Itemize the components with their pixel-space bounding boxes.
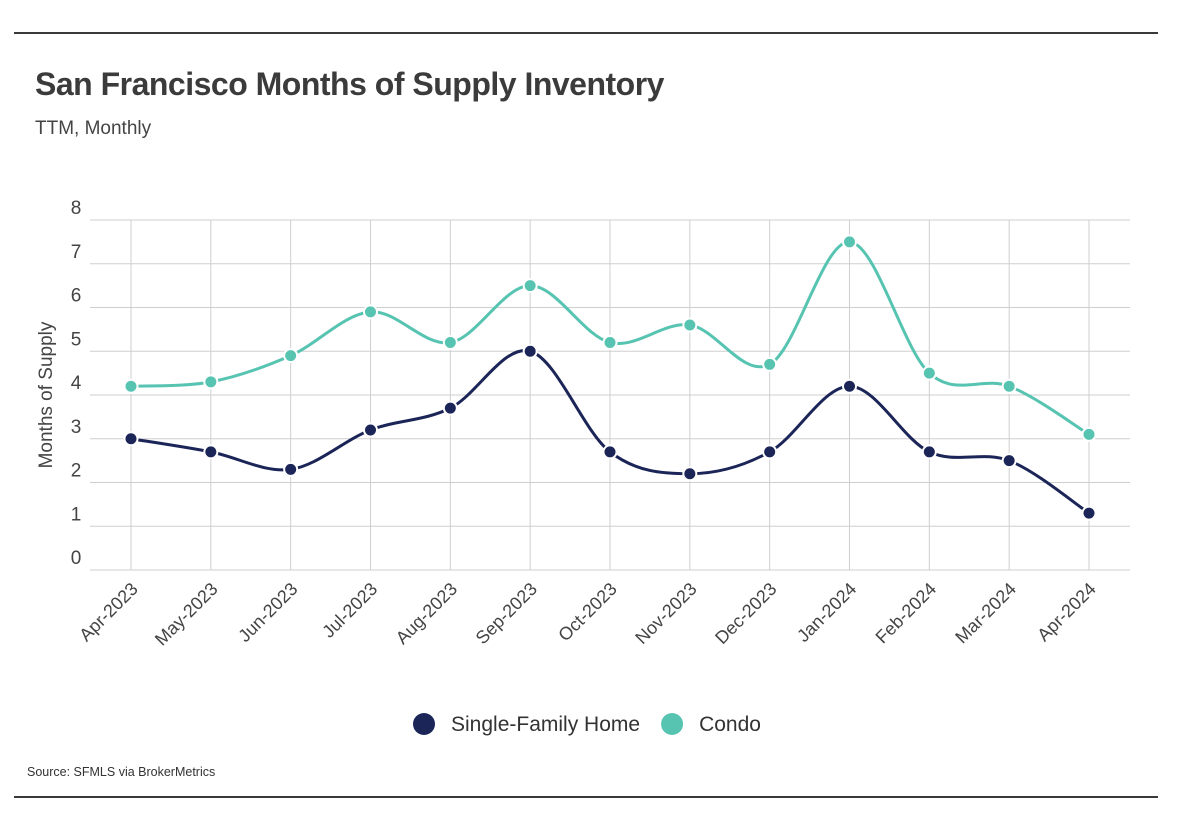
data-point-condo bbox=[762, 356, 778, 372]
bottom-rule bbox=[14, 796, 1158, 798]
data-point-single-family-home bbox=[762, 444, 778, 460]
x-tick-label: Jul-2023 bbox=[318, 579, 381, 642]
data-point-condo bbox=[203, 374, 219, 390]
data-point-single-family-home bbox=[363, 422, 378, 438]
x-tick-label: Feb-2024 bbox=[872, 579, 941, 648]
data-point-condo bbox=[363, 304, 378, 320]
x-tick-label: Oct-2023 bbox=[554, 579, 621, 646]
data-point-single-family-home bbox=[1081, 505, 1097, 521]
legend-label: Single-Family Home bbox=[451, 713, 640, 736]
top-rule bbox=[14, 32, 1158, 34]
x-tick-label: Apr-2023 bbox=[75, 579, 142, 646]
x-tick-label: Nov-2023 bbox=[631, 579, 700, 648]
x-tick-label: Dec-2023 bbox=[711, 579, 780, 648]
y-tick-label: 5 bbox=[71, 329, 82, 350]
y-axis-label: Months of Supply bbox=[36, 321, 57, 468]
y-tick-label: 2 bbox=[71, 461, 82, 482]
chart-title: San Francisco Months of Supply Inventory bbox=[35, 66, 664, 102]
data-point-condo bbox=[842, 234, 857, 250]
source-note: Source: SFMLS via BrokerMetrics bbox=[27, 765, 216, 779]
x-tick-label: Sep-2023 bbox=[472, 579, 541, 648]
data-point-single-family-home bbox=[1001, 453, 1017, 469]
x-tick-label: Aug-2023 bbox=[392, 579, 461, 648]
data-point-single-family-home bbox=[123, 431, 139, 447]
data-point-condo bbox=[1081, 426, 1097, 442]
legend-marker bbox=[661, 713, 684, 735]
y-axis-ticks: 0 1 2 3 4 5 6 7 8 bbox=[71, 198, 82, 569]
x-axis-ticks: Apr-2023 May-2023 Jun-2023 Jul-2023 Aug-2023… bbox=[75, 579, 1100, 650]
y-tick-label: 6 bbox=[71, 286, 82, 307]
y-tick-label: 0 bbox=[71, 548, 82, 569]
grid bbox=[90, 219, 1130, 571]
data-point-condo bbox=[682, 317, 698, 333]
data-point-single-family-home bbox=[842, 378, 857, 394]
x-tick-label: May-2023 bbox=[151, 579, 222, 650]
data-point-single-family-home bbox=[921, 444, 937, 460]
data-point-single-family-home bbox=[602, 444, 618, 460]
data-point-single-family-home bbox=[283, 461, 299, 477]
data-point-condo bbox=[283, 348, 299, 364]
x-tick-label: Mar-2024 bbox=[951, 579, 1020, 648]
data-point-condo bbox=[442, 335, 458, 350]
data-point-condo bbox=[602, 335, 618, 350]
data-point-condo bbox=[522, 278, 538, 294]
data-point-condo bbox=[921, 365, 937, 381]
x-tick-label: Jan-2024 bbox=[793, 579, 860, 646]
y-tick-label: 7 bbox=[71, 242, 82, 263]
y-tick-label: 4 bbox=[71, 373, 82, 394]
x-tick-label: Apr-2024 bbox=[1033, 579, 1100, 646]
y-tick-label: 3 bbox=[71, 417, 82, 438]
legend: Single-Family Home Condo bbox=[413, 713, 761, 736]
y-tick-label: 8 bbox=[71, 198, 82, 219]
x-tick-label: Jun-2023 bbox=[234, 579, 301, 646]
chart-subtitle: TTM, Monthly bbox=[35, 118, 152, 139]
data-point-single-family-home bbox=[442, 400, 458, 416]
data-point-single-family-home bbox=[522, 343, 538, 359]
series bbox=[123, 234, 1097, 521]
legend-marker bbox=[413, 713, 435, 735]
y-tick-label: 1 bbox=[71, 504, 82, 525]
data-point-condo bbox=[123, 378, 139, 394]
data-point-single-family-home bbox=[682, 466, 698, 482]
data-point-single-family-home bbox=[203, 444, 219, 460]
data-point-condo bbox=[1001, 378, 1017, 394]
legend-label: Condo bbox=[699, 713, 761, 736]
